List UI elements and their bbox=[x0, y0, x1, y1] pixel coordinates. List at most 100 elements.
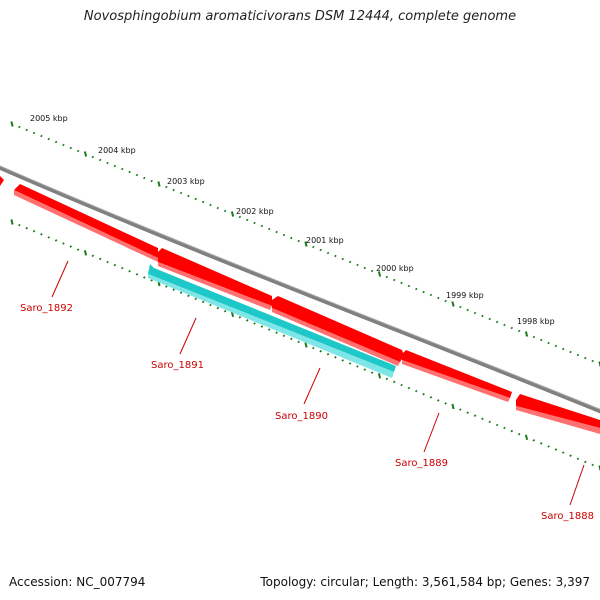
minor-tick bbox=[385, 275, 389, 279]
minor-tick bbox=[267, 328, 271, 331]
label-leader bbox=[179, 317, 197, 355]
minor-tick bbox=[69, 245, 73, 248]
minor-tick bbox=[312, 346, 315, 350]
minor-tick bbox=[422, 290, 425, 294]
minor-tick bbox=[436, 399, 440, 402]
label-leader bbox=[569, 464, 585, 506]
gene-label[interactable]: Saro_1890 bbox=[275, 411, 328, 422]
minor-tick bbox=[576, 353, 580, 357]
minor-tick bbox=[32, 131, 36, 135]
minor-tick bbox=[583, 356, 587, 360]
minor-tick bbox=[429, 293, 433, 297]
minor-tick bbox=[194, 297, 198, 301]
gene-saro-1889-b[interactable] bbox=[402, 350, 512, 402]
minor-tick bbox=[561, 451, 565, 454]
minor-tick bbox=[106, 260, 109, 264]
minor-tick bbox=[142, 276, 146, 279]
minor-tick bbox=[436, 296, 440, 300]
minor-tick bbox=[392, 278, 396, 282]
minor-tick bbox=[407, 386, 411, 390]
minor-tick bbox=[326, 251, 330, 255]
minor-tick bbox=[444, 299, 447, 303]
minor-tick bbox=[547, 341, 550, 345]
minor-tick bbox=[142, 176, 146, 180]
major-tick bbox=[230, 311, 235, 318]
minor-tick bbox=[282, 233, 286, 237]
minor-tick bbox=[275, 230, 278, 234]
minor-tick bbox=[40, 134, 43, 138]
gene-label[interactable]: Saro_1888 bbox=[541, 511, 594, 522]
major-tick bbox=[230, 211, 235, 217]
outer-scale-ticks bbox=[10, 121, 600, 367]
minor-tick bbox=[473, 414, 477, 417]
minor-tick bbox=[326, 352, 330, 356]
gene-label[interactable]: Saro_1889 bbox=[395, 458, 448, 469]
minor-tick bbox=[245, 319, 249, 322]
minor-tick bbox=[348, 362, 352, 365]
minor-tick bbox=[532, 335, 536, 339]
minor-tick bbox=[238, 316, 242, 319]
minor-tick bbox=[503, 426, 506, 430]
gene-saro-1890[interactable] bbox=[158, 248, 272, 310]
minor-tick bbox=[422, 392, 425, 396]
minor-tick bbox=[481, 314, 484, 318]
minor-tick bbox=[201, 200, 205, 204]
minor-tick bbox=[539, 338, 543, 342]
minor-tick bbox=[289, 337, 293, 341]
label-leader bbox=[423, 412, 440, 453]
minor-tick bbox=[532, 439, 536, 442]
minor-tick bbox=[172, 188, 176, 192]
label-leader bbox=[303, 367, 321, 405]
minor-tick bbox=[334, 254, 337, 258]
gene-label[interactable]: Saro_1891 bbox=[151, 360, 204, 371]
gene-arrow-partial[interactable] bbox=[0, 176, 4, 186]
minor-tick bbox=[216, 306, 220, 310]
minor-tick bbox=[385, 377, 389, 381]
minor-tick bbox=[275, 331, 278, 335]
minor-tick bbox=[495, 423, 499, 427]
minor-tick bbox=[76, 248, 80, 251]
minor-tick bbox=[517, 432, 521, 436]
minor-tick bbox=[356, 263, 359, 267]
major-tick bbox=[451, 403, 455, 410]
gene-saro-1891[interactable] bbox=[148, 264, 396, 378]
minor-tick bbox=[201, 300, 205, 304]
major-tick bbox=[451, 301, 455, 307]
minor-tick bbox=[238, 215, 242, 219]
gene-saro-1888[interactable] bbox=[516, 394, 600, 434]
minor-tick bbox=[98, 158, 102, 162]
minor-tick bbox=[429, 396, 433, 399]
minor-tick bbox=[348, 260, 352, 264]
major-tick bbox=[10, 219, 14, 225]
major-tick bbox=[377, 271, 382, 277]
minor-tick bbox=[106, 161, 109, 165]
gene-saro-1889-a[interactable] bbox=[272, 296, 404, 366]
minor-tick bbox=[113, 164, 117, 168]
minor-tick bbox=[363, 266, 367, 270]
scale-label: 2005 kbp bbox=[30, 114, 68, 123]
minor-tick bbox=[576, 457, 580, 461]
minor-tick bbox=[260, 224, 264, 228]
minor-tick bbox=[341, 359, 345, 362]
minor-tick bbox=[62, 242, 65, 245]
minor-tick bbox=[179, 191, 183, 195]
minor-tick bbox=[356, 365, 359, 368]
inner-scale-ticks bbox=[10, 219, 600, 471]
genome-backbone-highlight bbox=[0, 165, 600, 410]
minor-tick bbox=[172, 288, 176, 291]
gene-saro-1892[interactable] bbox=[14, 184, 158, 262]
minor-tick bbox=[209, 203, 212, 207]
minor-tick bbox=[473, 311, 477, 315]
minor-tick bbox=[297, 239, 300, 243]
minor-tick bbox=[187, 294, 190, 298]
minor-tick bbox=[583, 460, 587, 464]
minor-tick bbox=[466, 411, 470, 414]
minor-tick bbox=[18, 125, 21, 129]
gene-label[interactable]: Saro_1892 bbox=[20, 303, 73, 314]
minor-tick bbox=[459, 408, 462, 411]
minor-tick bbox=[54, 140, 58, 144]
minor-tick bbox=[18, 223, 21, 227]
major-tick bbox=[10, 121, 14, 127]
minor-tick bbox=[319, 349, 323, 353]
